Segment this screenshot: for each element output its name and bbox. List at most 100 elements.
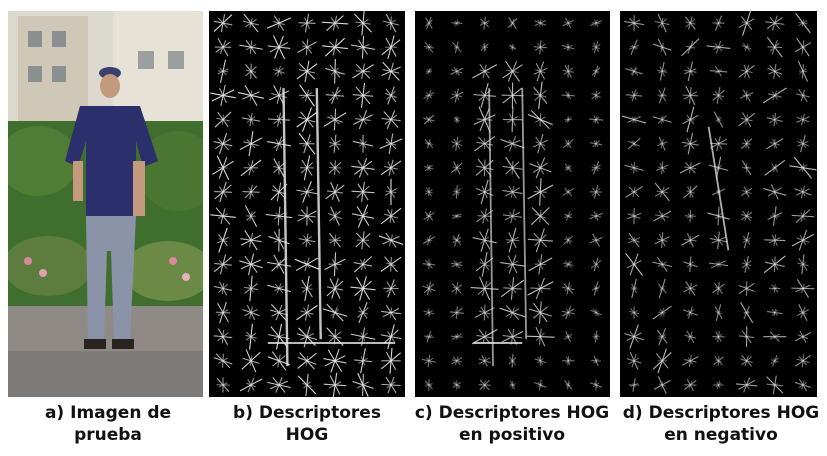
- hog-cell: [267, 136, 291, 152]
- hog-stroke: [426, 164, 432, 172]
- hog-stroke: [659, 93, 666, 98]
- hog-stroke: [324, 37, 346, 57]
- hog-stroke: [505, 308, 520, 318]
- hog-stroke: [659, 45, 665, 50]
- hog-stroke: [450, 335, 463, 338]
- hog-stroke: [426, 68, 432, 74]
- hog-stroke: [240, 259, 262, 270]
- hog-stroke: [212, 160, 234, 175]
- hog-stroke: [329, 236, 341, 244]
- hog-stroke: [537, 381, 544, 388]
- hog-stroke: [593, 310, 599, 315]
- hog-cell: [684, 330, 697, 343]
- hog-cell: [708, 156, 729, 179]
- hog-cell: [296, 326, 318, 348]
- hog-stroke: [473, 114, 496, 125]
- hog-stroke: [566, 260, 571, 268]
- hog-stroke: [474, 135, 496, 152]
- hog-stroke: [771, 286, 778, 291]
- hog-stroke: [532, 306, 548, 319]
- hog-stroke: [472, 64, 498, 79]
- hog-stroke: [715, 65, 722, 77]
- hog-stroke: [565, 213, 571, 219]
- hog-stroke: [659, 61, 665, 81]
- hog-cell: [527, 178, 554, 206]
- hog-stroke: [744, 255, 749, 273]
- hog-stroke: [566, 282, 570, 295]
- hog-stroke: [358, 332, 368, 341]
- hog-stroke: [652, 352, 672, 370]
- hog-cell: [561, 282, 575, 295]
- hog-cell: [300, 155, 314, 181]
- hog-stroke: [653, 210, 672, 222]
- hog-stroke: [451, 307, 463, 318]
- hog-stroke: [331, 308, 339, 317]
- pedestrian-photo: [8, 11, 203, 397]
- hog-stroke: [505, 161, 520, 175]
- hog-stroke: [592, 116, 600, 123]
- hog-stroke: [452, 214, 462, 218]
- hog-cell: [767, 63, 783, 79]
- hog-cell: [214, 111, 232, 128]
- hog-stroke: [246, 211, 256, 221]
- hog-cell: [380, 159, 402, 177]
- hog-stroke: [594, 330, 598, 343]
- hog-cell: [210, 207, 236, 225]
- hog-cell: [244, 275, 258, 302]
- hog-stroke: [801, 64, 804, 79]
- hog-stroke: [297, 352, 317, 369]
- hog-stroke: [427, 164, 431, 172]
- hog-stroke: [593, 140, 599, 147]
- hog-cell: [350, 276, 376, 301]
- caption-hog-descriptors: b) Descriptores HOG: [209, 402, 405, 446]
- hog-stroke: [739, 92, 754, 99]
- test-image-panel: [8, 11, 203, 397]
- hog-stroke: [451, 262, 463, 266]
- hog-cell: [301, 275, 313, 301]
- hog-stroke: [328, 381, 342, 389]
- hog-stroke: [451, 357, 463, 365]
- hog-stroke: [273, 237, 285, 243]
- hog-cell: [713, 355, 724, 366]
- hog-stroke: [427, 354, 431, 368]
- hog-cell: [656, 161, 669, 175]
- hog-cell: [654, 13, 670, 33]
- hog-stroke: [425, 382, 433, 387]
- hog-stroke: [715, 382, 722, 388]
- hog-cell: [713, 111, 724, 128]
- hog-cell: [451, 213, 462, 219]
- hog-stroke: [743, 305, 750, 320]
- hog-stroke: [509, 383, 516, 387]
- hog-cell: [591, 90, 601, 101]
- hog-stroke: [658, 328, 667, 346]
- hog-cell: [630, 278, 638, 299]
- hog-cell: [322, 303, 348, 322]
- hog-stroke: [591, 359, 602, 362]
- hog-stroke: [505, 187, 520, 197]
- hog-stroke: [687, 334, 694, 339]
- hog-cell: [357, 301, 369, 324]
- hog-cell: [382, 13, 400, 33]
- hog-cell: [352, 134, 374, 153]
- hog-cell: [212, 155, 234, 180]
- hog-stroke: [356, 185, 370, 199]
- hog-stroke: [771, 383, 778, 387]
- hog-stroke: [655, 187, 670, 197]
- hog-stroke: [358, 140, 368, 147]
- hog-cell: [245, 63, 257, 80]
- hog-stroke: [795, 284, 811, 293]
- hog-stroke: [296, 111, 318, 128]
- hog-cell: [624, 161, 644, 174]
- hog-contour: [315, 88, 322, 340]
- hog-cell: [294, 257, 320, 272]
- hog-stroke: [481, 46, 489, 49]
- hog-cell: [472, 228, 497, 252]
- hog-stroke: [771, 40, 778, 55]
- hog-stroke: [269, 380, 289, 390]
- hog-stroke: [766, 310, 783, 315]
- hog-cell: [740, 355, 753, 367]
- hog-stroke: [769, 331, 780, 343]
- hog-cell: [453, 116, 461, 124]
- hog-stroke: [511, 381, 514, 389]
- hog-cell: [297, 39, 317, 56]
